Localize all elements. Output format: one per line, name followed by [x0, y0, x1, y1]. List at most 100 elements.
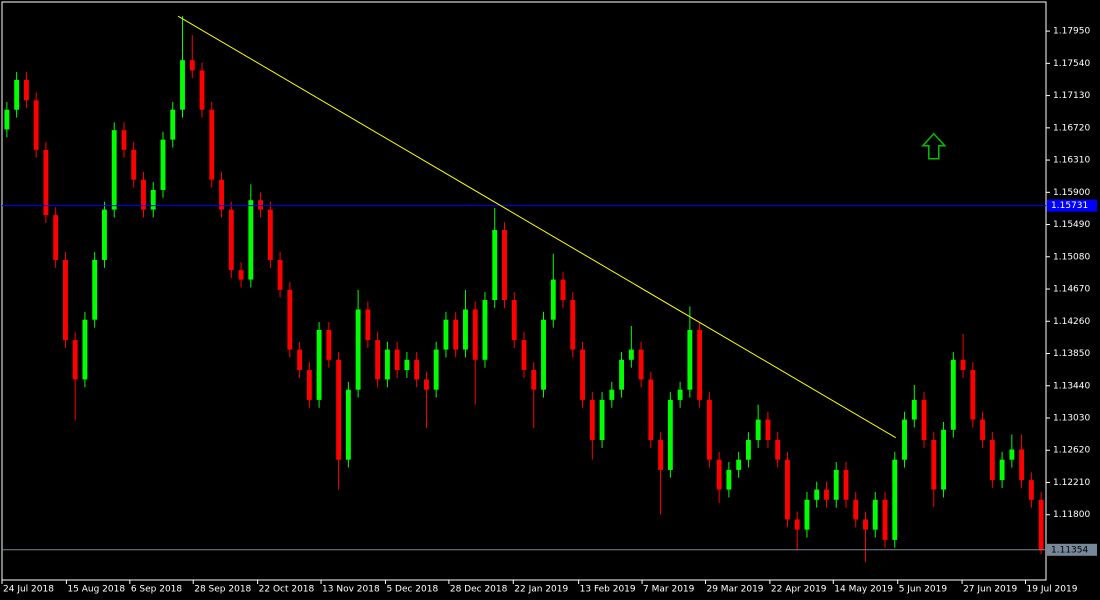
candle-body	[33, 100, 39, 150]
candle-body	[580, 349, 585, 400]
candle-body	[706, 399, 712, 460]
candle-body	[882, 499, 888, 540]
y-tick-label: 1.15080	[1053, 252, 1090, 262]
x-tick-label: 13 Feb 2019	[580, 585, 636, 595]
y-tick-label: 1.13440	[1053, 381, 1090, 391]
price-label: 1.11354	[1051, 545, 1088, 555]
x-tick-label: 19 Jul 2019	[1027, 585, 1078, 595]
candle-body	[189, 60, 195, 71]
candle-body	[238, 270, 244, 280]
candle-body	[345, 389, 351, 460]
candle-body	[511, 300, 517, 341]
y-tick-label: 1.15900	[1053, 188, 1090, 198]
candle-body	[785, 459, 790, 520]
candle-body	[765, 419, 771, 441]
candle-body	[960, 359, 966, 371]
candle-body	[102, 209, 107, 260]
candle-body	[53, 215, 59, 260]
candle-body	[4, 109, 10, 130]
y-tick-label: 1.17130	[1053, 91, 1090, 101]
candle-body	[472, 309, 478, 360]
x-tick-label: 6 Sep 2018	[131, 585, 183, 595]
y-tick-label: 1.17540	[1053, 59, 1090, 69]
candle-body	[970, 370, 976, 420]
candle-body	[931, 440, 937, 490]
candle-body	[326, 329, 332, 360]
y-tick-label: 1.13030	[1053, 414, 1090, 424]
candle-body	[14, 79, 20, 110]
candle-body	[726, 469, 732, 490]
candle-body	[1028, 480, 1034, 500]
candle-body	[833, 469, 839, 500]
price-label-box	[1047, 543, 1097, 556]
candle-body	[453, 319, 459, 350]
candle-body	[463, 309, 468, 350]
candle-body	[502, 230, 507, 301]
candle-body	[658, 440, 664, 470]
candle-body	[336, 359, 342, 460]
x-tick-label: 15 Aug 2018	[67, 585, 125, 595]
candle-body	[531, 370, 537, 390]
candle-body	[150, 189, 156, 210]
candle-body	[892, 459, 898, 540]
candle-body	[384, 349, 390, 380]
candle-body	[794, 519, 800, 530]
candle-body	[160, 139, 166, 190]
candle-body	[1019, 449, 1025, 481]
y-tick-label: 1.13850	[1053, 349, 1090, 359]
candle-body	[941, 429, 946, 490]
candle-body	[170, 109, 176, 140]
up-arrow	[921, 132, 947, 160]
x-tick-label: 24 Jul 2018	[3, 585, 54, 595]
y-tick-label: 1.12210	[1053, 478, 1090, 488]
candle-body	[814, 489, 820, 500]
plot-frame	[1, 1, 1047, 581]
candle-body	[375, 340, 381, 380]
trendline	[177, 15, 896, 439]
candle-body	[989, 440, 995, 481]
x-tick-label: 7 Mar 2019	[643, 585, 695, 595]
y-tick-label: 1.14260	[1053, 317, 1090, 327]
x-tick-label: 27 Jun 2019	[963, 585, 1017, 595]
candle-body	[72, 340, 78, 380]
candle-body	[141, 179, 146, 210]
candle-body	[62, 259, 68, 341]
candle-body	[667, 399, 673, 470]
candle-body	[716, 459, 722, 490]
x-tick-label: 22 Oct 2018	[259, 585, 315, 595]
candle-body	[589, 399, 595, 441]
candle-body	[560, 279, 566, 301]
candle-body	[209, 109, 215, 180]
candle-body	[697, 329, 703, 400]
price-label: 1.15731	[1051, 201, 1088, 211]
x-tick-label: 14 May 2019	[834, 585, 893, 595]
candle-body	[619, 359, 625, 390]
candle-body	[999, 459, 1005, 481]
y-tick-label: 1.16720	[1053, 123, 1090, 133]
candle-body	[277, 259, 283, 290]
candle-body	[599, 399, 605, 441]
x-tick-label: 28 Sep 2018	[194, 585, 251, 595]
candle-body	[853, 499, 859, 520]
candle-body	[648, 379, 654, 441]
x-tick-label: 5 Dec 2018	[386, 585, 438, 595]
candle-body	[911, 399, 917, 420]
candle-body	[550, 279, 556, 320]
x-tick-label: 5 Jun 2019	[899, 585, 948, 595]
candle-body	[131, 149, 137, 180]
candle-body	[306, 370, 312, 400]
candle-body	[365, 309, 371, 341]
x-tick-label: 13 Nov 2018	[322, 585, 380, 595]
candle-body	[570, 300, 576, 350]
candle-body	[755, 419, 761, 441]
y-tick-label: 1.14670	[1053, 285, 1090, 295]
candle-body	[736, 459, 742, 470]
candle-body	[199, 70, 205, 110]
candle-body	[43, 149, 49, 216]
candle-body	[23, 79, 29, 101]
candle-body	[804, 499, 810, 530]
candle-body	[219, 179, 224, 210]
candle-body	[824, 489, 829, 500]
